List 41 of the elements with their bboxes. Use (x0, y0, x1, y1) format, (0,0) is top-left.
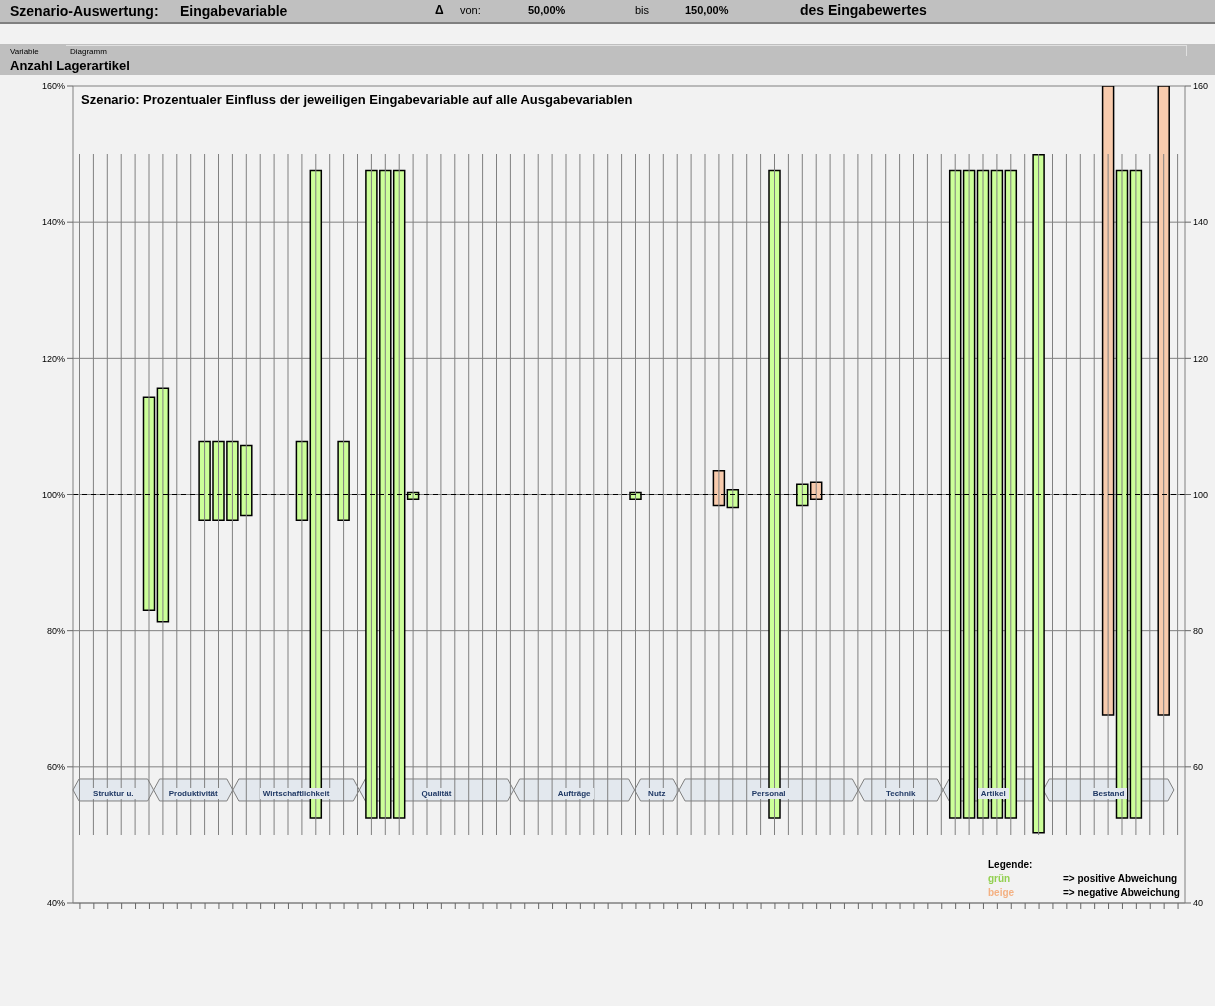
text: bis (635, 4, 650, 16)
annotation: Bestand (1089, 787, 1128, 799)
y2-tick-label: 40 (1193, 898, 1204, 909)
y2-tick-label: 60 (1193, 762, 1204, 773)
text: Diagramm (70, 47, 107, 56)
y-tick-label: 60% (46, 762, 65, 773)
y-tick-label: 80% (46, 625, 65, 636)
text: Δ (435, 3, 444, 17)
y2-tick-label: 120 (1193, 353, 1209, 364)
text: Szenario: Prozentualer Einfluss der jeweiligen Eingabevariable auf alle Ausgabevariablen (81, 92, 633, 107)
y-tick-label: 160% (41, 81, 65, 92)
annotation: Nutz (645, 787, 669, 799)
annotation: beige (988, 887, 1015, 898)
y-tick-label: 140% (41, 217, 65, 228)
annotation: grün (988, 873, 1011, 884)
text: Variable (10, 47, 39, 56)
annotation: => negative Abweichung (1063, 887, 1180, 898)
annotation: Legende: (988, 859, 1033, 870)
text: Szenario-Auswertung: (10, 3, 159, 19)
annotation: Struktur u. (90, 787, 137, 799)
text: von: (460, 4, 481, 16)
annotation: Technik (882, 787, 919, 799)
annotation: Aufträge (554, 787, 594, 799)
annotation: Personal (748, 787, 789, 799)
y2-tick-label: 140 (1193, 217, 1209, 228)
y2-tick-label: 160 (1193, 81, 1209, 92)
annotation: Artikel (977, 787, 1009, 799)
text: Eingabevariable (180, 3, 288, 19)
text: Anzahl Lagerartikel (10, 58, 130, 73)
y2-tick-label: 80 (1193, 625, 1204, 636)
y-tick-label: 120% (41, 353, 65, 364)
text: 150,00% (685, 4, 729, 16)
annotation: Qualität (418, 787, 455, 799)
y-tick-label: 40% (46, 898, 65, 909)
text: 50,00% (528, 4, 566, 16)
y-tick-label: 100% (41, 489, 65, 500)
y2-tick-label: 100 (1193, 489, 1209, 500)
annotation: Produktivität (165, 787, 221, 799)
annotation: Wirtschaftlichkeit (259, 787, 333, 799)
annotation: => positive Abweichung (1063, 873, 1178, 884)
text: des Eingabewertes (800, 2, 927, 18)
